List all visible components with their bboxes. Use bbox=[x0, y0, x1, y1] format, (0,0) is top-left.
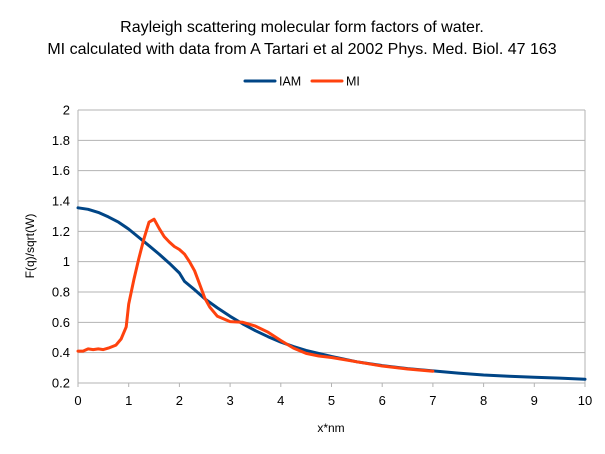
x-axis-ticks: 0 1 2 3 4 5 6 7 8 9 10 bbox=[74, 383, 592, 408]
plot-area bbox=[76, 206, 587, 381]
x-tick-label: 2 bbox=[176, 393, 183, 408]
legend: IAM MI bbox=[243, 75, 360, 89]
y-tick-label: 2 bbox=[63, 103, 70, 118]
y-axis-label: F(q)/sqrt(W) bbox=[23, 214, 37, 279]
y-axis-ticks: 0.2 0.4 0.6 0.8 1 1.2 1.4 1.6 1.8 2 bbox=[52, 103, 70, 391]
y-tick-label: 1.4 bbox=[52, 194, 70, 209]
chart-subtitle: MI calculated with data from A Tartari e… bbox=[47, 41, 556, 58]
x-tick-label: 7 bbox=[429, 393, 436, 408]
x-tick-label: 1 bbox=[125, 393, 132, 408]
y-tick-label: 0.2 bbox=[52, 376, 70, 391]
y-tick-label: 1.2 bbox=[52, 224, 70, 239]
series-line-mi bbox=[76, 217, 435, 373]
x-tick-label: 0 bbox=[74, 393, 81, 408]
x-tick-label: 6 bbox=[379, 393, 386, 408]
y-tick-label: 1.8 bbox=[52, 133, 70, 148]
y-tick-label: 1 bbox=[63, 254, 70, 269]
y-tick-label: 0.6 bbox=[52, 315, 70, 330]
legend-label-iam: IAM bbox=[279, 75, 301, 89]
x-tick-label: 9 bbox=[531, 393, 538, 408]
x-tick-label: 10 bbox=[578, 393, 592, 408]
y-tick-label: 0.8 bbox=[52, 285, 70, 300]
legend-label-mi: MI bbox=[346, 75, 360, 89]
x-tick-label: 5 bbox=[328, 393, 335, 408]
x-tick-label: 8 bbox=[480, 393, 487, 408]
y-tick-label: 0.4 bbox=[52, 345, 70, 360]
series-line-iam bbox=[76, 206, 587, 381]
gridlines bbox=[77, 109, 586, 384]
y-tick-label: 1.6 bbox=[52, 163, 70, 178]
x-tick-label: 4 bbox=[277, 393, 284, 408]
x-axis-label: x*nm bbox=[317, 421, 344, 435]
chart-title: Rayleigh scattering molecular form facto… bbox=[120, 19, 484, 36]
x-tick-label: 3 bbox=[226, 393, 233, 408]
